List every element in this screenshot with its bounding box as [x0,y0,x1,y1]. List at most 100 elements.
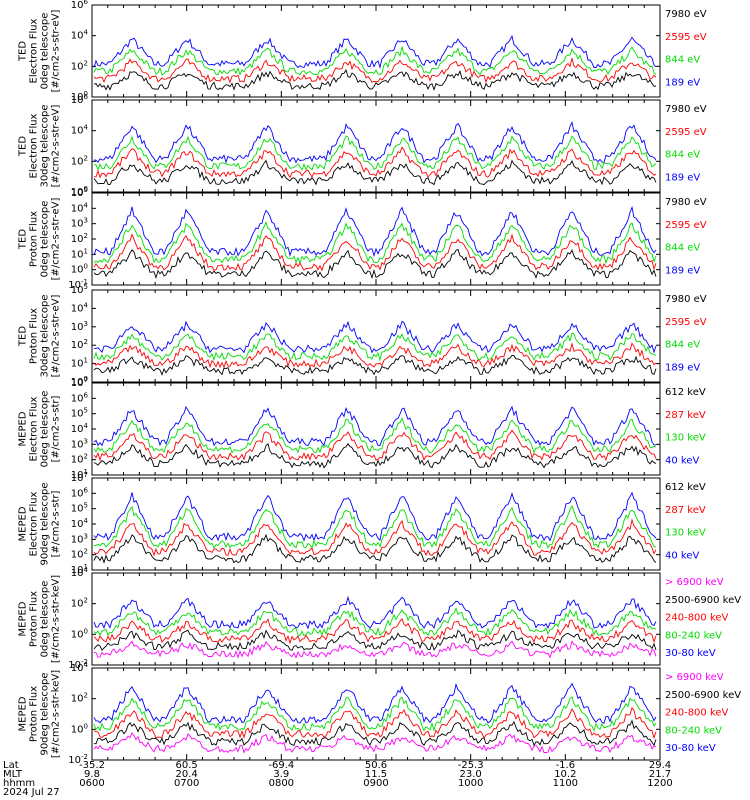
series-line [93,205,657,258]
y-tick-label: 104 [71,29,89,42]
x-tick-label: 20.4 [176,769,198,780]
legend-entry: 844 eV [665,150,700,161]
y-tick-label: 107 [71,376,88,389]
y-tick-label: 106 [71,391,89,404]
y-tick-label: 100 [71,375,88,388]
series-line [93,332,657,362]
panel-meped-p-0: 10-2 100 102 104 MEPEDProton Flux0deg telesc… [18,566,742,671]
panel-ted-p-30: 100 101 102 103 104 105 TEDProton Flux30deg te… [18,283,707,388]
series-line [93,342,657,369]
series-line [93,68,657,92]
legend-entry: 7980 eV [665,9,707,20]
y-tick-label: 102 [71,154,88,167]
series-line [93,221,657,265]
legend-entry: 287 keV [665,410,706,421]
legend-entry: 2595 eV [665,32,707,43]
y-tick-label: 104 [71,661,89,674]
y-axis-title: MEPEDProton Flux90deg telescope[#/cm2-s-… [18,670,62,758]
y-tick-label: 103 [71,437,88,450]
y-tick-label: 104 [71,422,89,435]
y-tick-label: 100 [71,627,88,640]
series-line [93,135,657,171]
series-line [93,233,657,272]
y-tick-label: 106 [71,0,89,11]
series-line [93,606,657,637]
y-axis-title: MEPEDElectron Flux90deg telescope[#/cm2-… [18,482,62,565]
y-tick-label: 102 [71,338,88,351]
series-line [93,682,657,724]
series-line [94,320,657,354]
x-tick-label: 60.5 [176,760,198,771]
legend-entry: 40 keV [665,456,699,467]
y-axis-title: TEDElectron Flux30deg telescope[#/cm2-s-… [18,104,62,187]
panel-ted-p-0: 10-1 100 101 102 103 104 105 TEDProton Flux0deg… [18,186,707,291]
series-line [93,58,657,84]
panels-group: 100 102 104 106 TEDElectron Flux0deg telesco… [18,0,742,766]
y-tick-label: 105 [71,283,88,296]
legend-entry: 240-800 keV [665,613,729,624]
series-line [93,732,657,754]
panel-ted-e-0: 100 102 104 106 TEDElectron Flux0deg telesco… [18,0,707,103]
legend-entry: 7980 eV [665,104,707,115]
x-tick-label: 23.0 [460,769,482,780]
legend-entry: > 6900 keV [665,672,724,683]
x-tick-label: 9.8 [84,769,100,780]
y-tick-label: 107 [71,471,88,484]
y-tick-label: 103 [71,320,88,333]
y-axis-title: MEPEDElectron Flux0deg telescope[#/cm2-s… [18,391,62,468]
legend-entry: 2595 eV [665,127,707,138]
y-tick-label: 104 [71,517,89,530]
y-tick-label: 106 [71,486,89,499]
series-line [93,429,657,462]
legend-entry: 844 eV [665,340,700,351]
panel-meped-e-90: 101 102 103 104 105 106 107 MEPEDElectron Flux9… [18,471,706,576]
panel-meped-e-0: 101 102 103 104 105 106 107 MEPEDElectron Flux0… [18,376,706,481]
legend-entry: 612 keV [665,482,706,493]
y-tick-label: 101 [71,468,88,481]
legend-entry: 189 eV [665,363,700,374]
legend-entry: 844 eV [665,55,700,66]
y-tick-label: 100 [71,263,88,276]
y-tick-label: 104 [71,566,89,579]
series-line [93,121,657,164]
y-tick-label: 102 [71,692,88,705]
y-axis-title: MEPEDProton Flux0deg telescope[#/cm2-s-s… [18,575,62,663]
series-line [93,491,657,542]
legend-entry: 2595 eV [665,220,707,231]
y-tick-label: 103 [71,217,88,230]
series-line [93,146,657,179]
series-line [93,618,657,645]
legend-entry: 7980 eV [665,294,707,305]
y-axis-title: TEDElectron Flux0deg telescope[#/cm2-s-s… [18,10,62,93]
legend-entry: 80-240 keV [665,725,722,736]
legend-entry: 30-80 keV [665,648,716,659]
y-tick-label: 101 [71,563,88,576]
x-tick-label: -35.2 [79,760,105,771]
x-tick-label: 1100 [553,778,578,789]
x-tick-label: 0700 [174,778,199,789]
panel-ted-e-30: 100 102 104 106 TEDElectron Flux30deg telesc… [18,93,707,198]
series-line [93,442,657,469]
x-axis-row-label: 2024 Jul 27 [3,787,60,798]
series-line [93,46,657,76]
legend-entry: 80-240 keV [665,630,722,641]
legend-entry: 189 eV [665,78,700,89]
series-line [93,706,657,740]
legend-entry: 189 eV [665,266,700,277]
y-axis-title: TEDProton Flux0deg telescope[#/cm2-s-str… [18,198,62,281]
plot-frame [91,572,661,666]
y-axis-title: TEDProton Flux30deg telescope[#/cm2-s-st… [18,294,62,377]
x-tick-label: -1.6 [556,760,576,771]
legend-entry: 2595 eV [665,317,707,328]
x-tick-label: 21.7 [649,769,671,780]
x-axis-row-label: hhmm [3,778,35,789]
x-tick-label: 1200 [647,778,672,789]
y-tick-label: 101 [71,357,88,370]
x-tick-label: 29.4 [649,760,671,771]
series-line [93,719,657,747]
y-tick-label: 102 [71,59,88,72]
plot-frame [91,289,661,383]
y-tick-label: 105 [71,502,88,515]
legend-entry: 130 keV [665,528,706,539]
